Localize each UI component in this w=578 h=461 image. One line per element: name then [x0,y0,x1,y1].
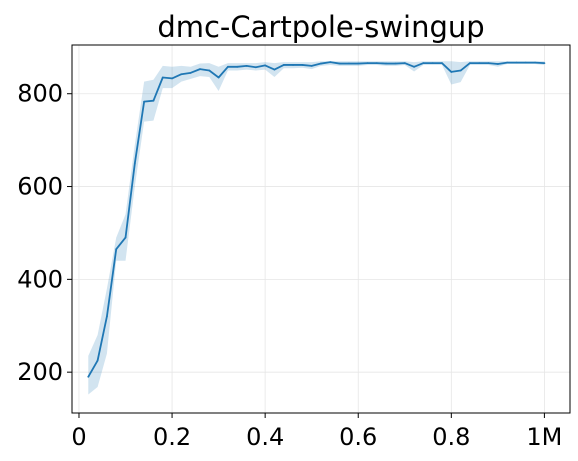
series-line-layer [87,61,546,378]
data-point [273,68,276,71]
confidence-band-layer [88,61,545,395]
data-point [208,69,211,72]
x-tick-label: 0.8 [432,423,470,451]
data-point [450,71,453,73]
data-point [264,64,267,67]
axes-frame [71,44,571,414]
data-point [422,62,425,64]
data-point [431,62,434,64]
y-tick-label: 800 [17,80,63,108]
data-point [282,64,285,66]
data-point [180,73,183,76]
data-point [236,65,239,68]
data-point [161,76,164,79]
data-point [357,62,360,65]
data-point [469,62,471,64]
data-point [459,69,462,72]
data-point [338,62,341,65]
data-point [394,62,397,65]
data-point [515,61,518,64]
x-tick-label: 1M [526,423,562,451]
data-point [87,375,90,378]
axis-ticks: 0 0.2 0.4 0.6 0.8 1M 200 400 600 800 [17,80,562,451]
data-point [133,162,136,165]
data-point [143,100,146,103]
chart-title: dmc-Cartpole-swingup [157,10,484,44]
x-tick-label: 0.2 [153,423,191,451]
data-point [124,236,127,239]
data-point [254,66,257,69]
data-point [301,64,304,66]
data-point [199,68,201,71]
y-tick-label: 200 [17,358,63,386]
data-point [310,64,313,67]
data-point [115,248,118,251]
data-point [292,64,294,66]
data-point [227,65,229,68]
data-point [329,61,332,64]
x-tick-label: 0 [71,423,86,451]
grid-lines [72,45,570,413]
data-point [217,76,220,79]
data-point [348,62,350,65]
data-point [189,71,192,74]
y-tick-label: 600 [17,173,63,201]
data-point [543,62,546,64]
data-point [534,61,536,64]
x-tick-label: 0.6 [339,423,377,451]
data-point [487,62,490,64]
series-line [87,61,545,378]
data-point [478,62,481,64]
data-point [320,62,322,65]
data-point [366,62,369,64]
data-point [496,63,499,65]
data-point [413,65,415,68]
data-point [524,61,527,64]
data-point [171,77,173,80]
confidence-band [88,61,545,395]
data-point [385,62,388,65]
data-point [506,61,509,64]
data-point [403,62,406,64]
data-point [152,99,155,102]
y-tick-label: 400 [17,265,63,293]
data-point [96,359,99,362]
data-point [245,64,248,67]
data-point [375,62,378,64]
data-point [106,315,108,318]
data-point [441,62,443,64]
x-tick-label: 0.4 [246,423,284,451]
